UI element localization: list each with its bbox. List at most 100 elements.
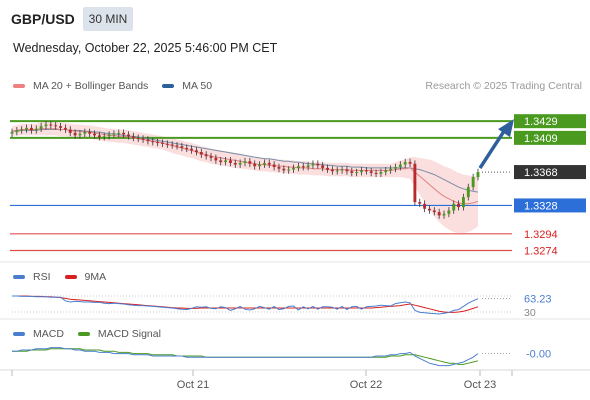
candle-body [326,167,329,170]
candle-body [321,165,325,168]
candle-body [219,160,223,163]
level-label-box [514,130,586,145]
x-tick-label: Oct 22 [350,379,382,391]
candle-body [413,163,417,203]
main-legend: MA 20 + Bollinger Bands MA 50 [13,80,212,92]
candle-body [360,170,363,173]
bollinger-band [12,122,478,233]
candle-body [127,134,130,137]
candle-body [59,126,62,128]
candle-body [141,138,145,140]
candle-body [408,162,412,164]
candle-body [277,167,281,169]
candle-body [34,128,38,131]
candle-body [224,160,228,163]
candle-body [301,166,305,168]
candle-body [258,164,262,167]
level-label: 1.3274 [524,245,558,257]
candle-body [428,208,431,211]
candle-body [335,170,339,172]
x-tick-label: Oct 23 [464,379,496,391]
candle-body [292,167,295,170]
candle-body [204,154,208,157]
candle-body [161,142,164,144]
level-label: 1.3328 [524,200,558,212]
candle-body [228,160,232,163]
candle-body [374,172,378,174]
candle-body [457,203,461,208]
candle-body [102,136,106,138]
candle-body [68,129,72,133]
candle-body [432,210,436,213]
level-label: 1.3294 [524,229,558,241]
ma50-legend-label: MA 50 [182,80,213,92]
candle-body [398,164,402,168]
candle-body [437,212,441,216]
candle-body [180,146,184,148]
candle-body [233,162,237,165]
forecast-arrow-head [498,119,514,138]
candle-body [10,132,14,134]
candle-body [107,134,111,137]
candle-body [287,169,291,171]
macd-value-label: -0.00 [526,349,551,361]
ma50-legend-swatch [162,84,175,88]
candle-body [369,171,373,173]
candle-body [394,167,397,169]
level-label-box [514,198,586,213]
candle-body [447,210,451,214]
datetime-label: Wednesday, October 22, 2025 5:46:00 PM C… [13,41,278,55]
interval-badge[interactable]: 30 MIN [83,7,133,31]
ma20-legend-label: MA 20 + Bollinger Bands [33,80,149,92]
macd-signal-legend-swatch [77,332,90,336]
candle-body [466,187,470,198]
candle-body [282,168,286,171]
candle-body [253,163,257,167]
rsi-legend: RSI 9MA [13,271,106,283]
candle-body [272,164,276,168]
candle-body [156,142,160,144]
candle-body [209,156,213,158]
macd-legend-swatch [13,332,25,336]
candle-body [54,125,58,127]
candle-body [112,133,116,135]
candle-body [364,170,368,172]
candle-body [88,132,92,134]
macd-signal-legend-label: MACD Signal [97,328,161,340]
candle-body [384,170,388,173]
macd-legend-label: MACD [33,328,64,340]
candle-body [151,141,155,143]
level-label-box [514,114,586,129]
credit-label: Research © 2025 Trading Central [425,80,582,92]
macd-signal-line [12,348,479,365]
rsi-ma-legend-swatch [64,275,77,279]
rsi-value-label: 63.23 [524,294,552,306]
candle-body [442,213,446,216]
candle-body [185,147,189,149]
candle-body [243,161,247,163]
candle-body [214,157,218,161]
candle-body [44,124,48,127]
candle-body [340,169,344,171]
candle-body [20,129,24,131]
candle-body [165,143,169,145]
candle-body [306,165,310,168]
candle-body [146,139,150,142]
rsi-legend-swatch [13,275,25,279]
candle-body [389,168,393,171]
candle-body [131,136,135,138]
candle-body [311,163,315,166]
candle-body [190,148,194,151]
candle-body [199,152,203,155]
forecast-arrow [478,130,506,170]
rsi-ma-line [12,295,479,313]
candle-body [267,162,271,165]
candle-body [461,197,465,208]
candle-body [49,124,53,126]
candle-body [15,130,19,133]
candle-body [238,162,242,165]
candle-body [316,163,320,166]
candle-body [471,177,475,188]
candle-body [73,132,77,136]
